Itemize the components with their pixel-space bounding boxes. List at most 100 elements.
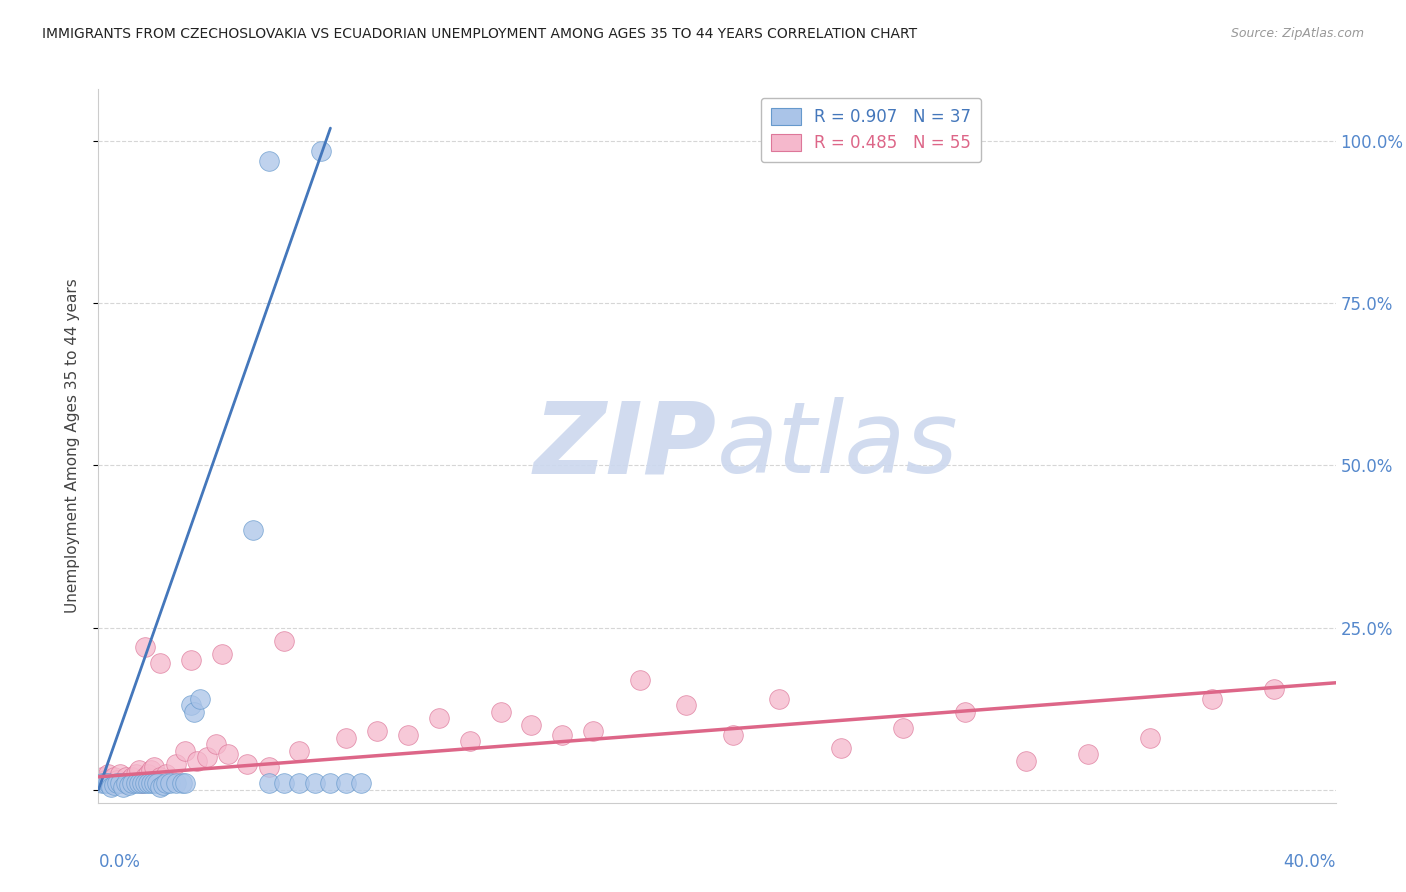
Point <box>128 776 150 790</box>
Point <box>121 770 143 784</box>
Text: Source: ZipAtlas.com: Source: ZipAtlas.com <box>1230 27 1364 40</box>
Text: ZIP: ZIP <box>534 398 717 494</box>
Point <box>100 776 122 790</box>
Text: 40.0%: 40.0% <box>1284 853 1336 871</box>
Point <box>131 776 153 790</box>
Point <box>105 773 128 788</box>
Point <box>582 724 605 739</box>
Y-axis label: Unemployment Among Ages 35 to 44 years: Unemployment Among Ages 35 to 44 years <box>65 278 80 614</box>
Point <box>149 770 172 784</box>
Point <box>149 780 172 794</box>
Point <box>115 776 138 790</box>
Point <box>90 770 112 784</box>
Point <box>108 766 131 780</box>
Point <box>174 776 197 790</box>
Point <box>136 766 159 780</box>
Point <box>174 744 197 758</box>
Point <box>195 750 218 764</box>
Point <box>1015 754 1038 768</box>
Point <box>155 766 177 780</box>
Text: 0.0%: 0.0% <box>98 853 141 871</box>
Point <box>830 740 852 755</box>
Point <box>146 776 169 790</box>
Point <box>273 633 295 648</box>
Point <box>131 776 153 790</box>
Point <box>143 776 166 790</box>
Point <box>165 776 187 790</box>
Point <box>115 770 138 784</box>
Point <box>335 776 357 790</box>
Point <box>134 640 156 654</box>
Point <box>396 728 419 742</box>
Point <box>1139 731 1161 745</box>
Point <box>257 153 280 168</box>
Point <box>121 776 143 790</box>
Point <box>93 773 115 788</box>
Point <box>103 770 125 784</box>
Point <box>136 776 159 790</box>
Point <box>427 711 450 725</box>
Point <box>128 764 150 778</box>
Text: IMMIGRANTS FROM CZECHOSLOVAKIA VS ECUADORIAN UNEMPLOYMENT AMONG AGES 35 TO 44 YE: IMMIGRANTS FROM CZECHOSLOVAKIA VS ECUADO… <box>42 27 917 41</box>
Point <box>257 776 280 790</box>
Point <box>675 698 697 713</box>
Point <box>273 776 295 790</box>
Point <box>139 776 162 790</box>
Point <box>551 728 574 742</box>
Point <box>159 776 181 790</box>
Point <box>112 780 135 794</box>
Point <box>891 721 914 735</box>
Point <box>97 766 120 780</box>
Point <box>217 747 239 761</box>
Point <box>124 776 146 790</box>
Point <box>149 657 172 671</box>
Point <box>100 780 122 794</box>
Point <box>458 734 481 748</box>
Point <box>118 773 141 788</box>
Point <box>1077 747 1099 761</box>
Point <box>309 144 332 158</box>
Point <box>183 705 205 719</box>
Point <box>628 673 651 687</box>
Point <box>288 776 311 790</box>
Point <box>205 738 228 752</box>
Point <box>118 778 141 792</box>
Point <box>288 744 311 758</box>
Point <box>242 524 264 538</box>
Point <box>768 692 790 706</box>
Point <box>257 760 280 774</box>
Point <box>520 718 543 732</box>
Point <box>489 705 512 719</box>
Point <box>1263 682 1285 697</box>
Point <box>103 778 125 792</box>
Point <box>90 776 112 790</box>
Point <box>155 776 177 790</box>
Point <box>304 776 326 790</box>
Point <box>124 766 146 780</box>
Point <box>105 776 128 790</box>
Point <box>180 653 202 667</box>
Point <box>211 647 233 661</box>
Point <box>139 764 162 778</box>
Point <box>134 770 156 784</box>
Point <box>152 778 174 792</box>
Point <box>108 776 131 790</box>
Point <box>236 756 259 771</box>
Point <box>1201 692 1223 706</box>
Point <box>319 776 342 790</box>
Point <box>350 776 373 790</box>
Point <box>366 724 388 739</box>
Point <box>170 776 193 790</box>
Point <box>953 705 976 719</box>
Point <box>335 731 357 745</box>
Legend: R = 0.907   N = 37, R = 0.485   N = 55: R = 0.907 N = 37, R = 0.485 N = 55 <box>761 97 981 162</box>
Point <box>165 756 187 771</box>
Text: atlas: atlas <box>717 398 959 494</box>
Point <box>97 776 120 790</box>
Point <box>186 754 208 768</box>
Point <box>112 776 135 790</box>
Point <box>190 692 212 706</box>
Point <box>721 728 744 742</box>
Point <box>93 776 115 790</box>
Point <box>134 776 156 790</box>
